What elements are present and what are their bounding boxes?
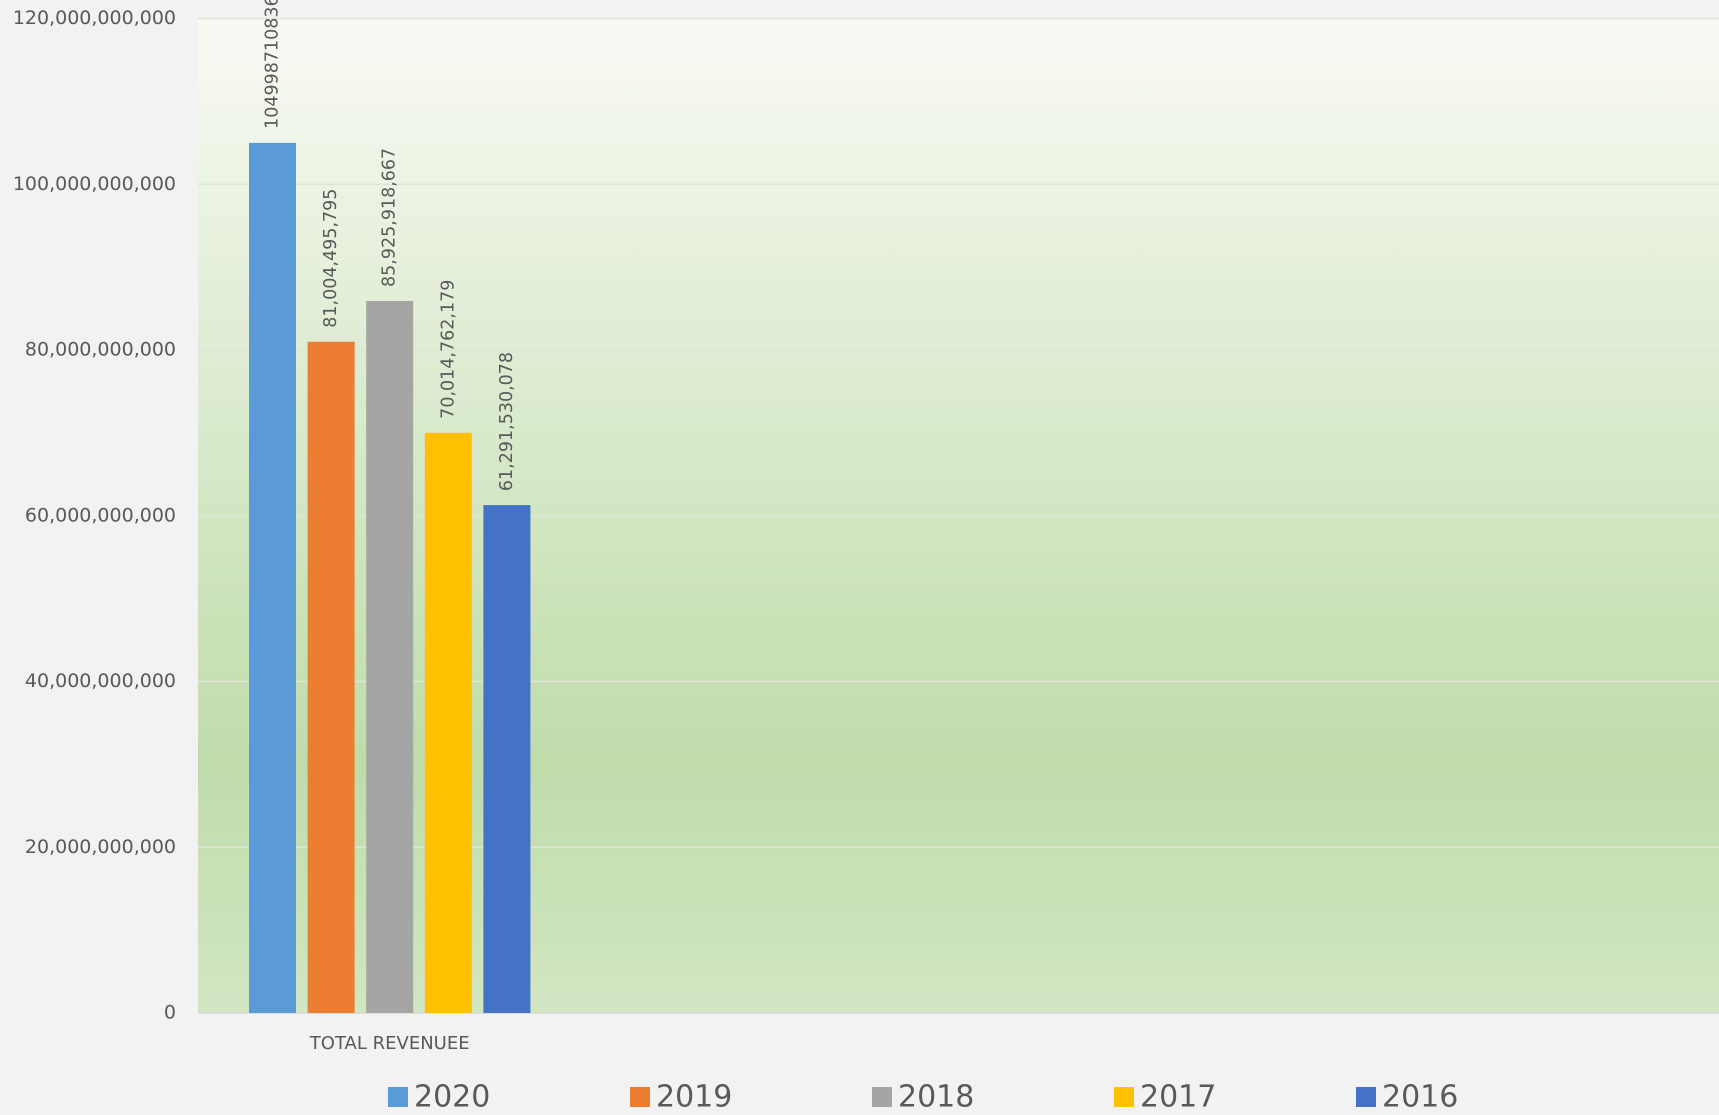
y-tick-label: 20,000,000,000 [25, 836, 176, 858]
legend-swatch [872, 1087, 892, 1107]
legend-label: 2018 [898, 1080, 974, 1115]
legend-swatch [1114, 1087, 1134, 1107]
y-tick-label: 0 [164, 1002, 176, 1024]
data-label: 81,004,495,795 [321, 189, 341, 328]
data-label: 85,925,918,667 [380, 148, 400, 287]
legend-label: 2020 [414, 1080, 490, 1115]
y-tick-label: 60,000,000,000 [25, 504, 176, 526]
legend-label: 2017 [1140, 1080, 1216, 1115]
bar [424, 432, 472, 1013]
legend-label: 2016 [1382, 1080, 1458, 1115]
bar [307, 341, 355, 1013]
x-tick-label: TOTAL REVENUEE [309, 1033, 470, 1054]
bar [249, 142, 296, 1013]
y-tick-label: 80,000,000,000 [25, 339, 176, 361]
y-tick-label: 40,000,000,000 [25, 670, 176, 692]
bar [366, 300, 414, 1013]
legend-swatch [388, 1087, 408, 1107]
legend-swatch [1356, 1087, 1376, 1107]
data-label: 61,291,530,078 [497, 352, 517, 491]
data-label: 104998710836 [263, 0, 283, 129]
legend-swatch [630, 1087, 650, 1107]
y-tick-label: 120,000,000,000 [13, 7, 176, 29]
bar [483, 505, 531, 1013]
y-tick-label: 100,000,000,000 [13, 173, 176, 195]
data-label: 70,014,762,179 [438, 280, 458, 419]
legend-label: 2019 [656, 1080, 732, 1115]
